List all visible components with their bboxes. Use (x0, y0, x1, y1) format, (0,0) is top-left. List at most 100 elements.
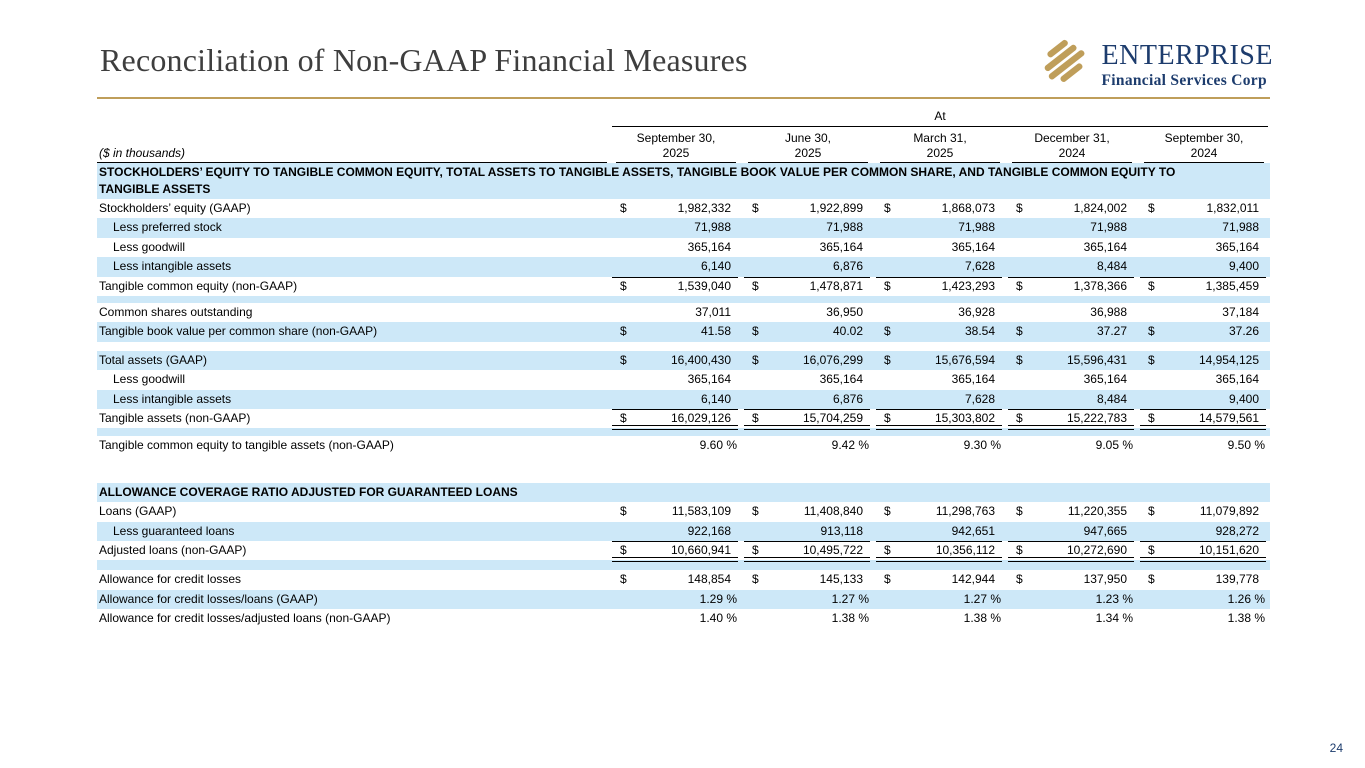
cell-value: 15,704,259 (802, 410, 863, 425)
value-cell: $1,922,899 (742, 199, 874, 218)
value-cell: $14,954,125 (1138, 351, 1270, 370)
table-row: Tangible common equity (non-GAAP) $1,539,… (97, 277, 1270, 296)
cell-value: 365,164 (951, 239, 995, 254)
currency-symbol: $ (884, 542, 891, 557)
cell-value: 11,220,355 (1067, 504, 1127, 519)
cell-value: 1.27 % (831, 591, 869, 606)
cell-value: 1,982,332 (677, 201, 731, 215)
table-row: Tangible common equity to tangible asset… (97, 436, 1270, 455)
currency-symbol: $ (884, 504, 891, 519)
cell-value: 71,988 (694, 220, 731, 235)
value-cell: $139,778 (1138, 570, 1270, 589)
table-row: Common shares outstanding 37,011 36,950 36,… (97, 303, 1270, 322)
value-cell: 922,168 (610, 522, 742, 543)
cell-value: 9.30 % (963, 438, 1001, 453)
cell-value: 365,164 (819, 239, 863, 254)
table-row: Allowance for credit losses $148,854 $145,… (97, 570, 1270, 589)
currency-symbol: $ (1148, 352, 1155, 367)
cell-value: 10,660,941 (670, 542, 731, 557)
cell-value: 8,484 (1096, 391, 1127, 406)
value-cell: 1.40 % (610, 609, 742, 628)
row-label: Stockholders’ equity (GAAP) (99, 201, 251, 215)
value-cell: 942,651 (874, 522, 1006, 543)
cell-value: 928,272 (1215, 523, 1259, 538)
row-label: Less preferred stock (113, 220, 222, 235)
cell-value: 16,076,299 (802, 352, 863, 367)
cell-value: 365,164 (951, 372, 995, 387)
currency-symbol: $ (884, 278, 891, 293)
value-cell: $10,272,690 (1006, 541, 1138, 563)
currency-symbol: $ (620, 504, 627, 519)
row-label: Total assets (GAAP) (99, 352, 208, 367)
value-cell: $1,385,459 (1138, 277, 1270, 296)
cell-value: 7,628 (964, 259, 995, 274)
cell-value: 14,954,125 (1198, 352, 1259, 367)
currency-symbol: $ (884, 572, 891, 587)
value-cell: $11,298,763 (874, 502, 1006, 521)
row-label: Common shares outstanding (99, 304, 253, 319)
value-cell: 6,876 (742, 390, 874, 411)
cell-value: 15,303,802 (934, 410, 995, 425)
value-cell: 6,876 (742, 257, 874, 279)
cell-value: 365,164 (1083, 239, 1127, 254)
column-header-date: March 31, 2025 (874, 127, 1006, 163)
row-label: Allowance for credit losses/adjusted loa… (99, 611, 391, 626)
value-cell: $1,832,011 (1138, 199, 1270, 218)
table-row: Tangible assets (non-GAAP) $16,029,126 $15… (97, 409, 1270, 431)
value-cell: 9.50 % (1138, 436, 1270, 455)
value-cell: $15,676,594 (874, 351, 1006, 370)
cell-value: 1.34 % (1095, 611, 1133, 626)
currency-symbol: $ (752, 410, 759, 425)
value-cell: 1.26 % (1138, 590, 1270, 609)
cell-value: 41.58 (700, 324, 731, 339)
cell-value: 15,596,431 (1066, 352, 1127, 367)
row-label: Less intangible assets (113, 391, 232, 406)
value-cell: $10,660,941 (610, 541, 742, 563)
currency-symbol: $ (1148, 324, 1155, 339)
cell-value: 365,164 (687, 372, 731, 387)
value-cell: $16,400,430 (610, 351, 742, 370)
value-cell: 365,164 (874, 238, 1006, 257)
value-cell: 6,140 (610, 257, 742, 279)
column-header-date: December 31, 2024 (1006, 127, 1138, 163)
currency-symbol: $ (1016, 324, 1023, 339)
cell-value: 9.60 % (699, 438, 737, 453)
value-cell: $16,076,299 (742, 351, 874, 370)
table-body: STOCKHOLDERS’ EQUITY TO TANGIBLE COMMON … (97, 163, 1270, 629)
currency-symbol: $ (1016, 410, 1023, 425)
cell-value: 142,944 (951, 572, 995, 587)
currency-symbol: $ (620, 352, 627, 367)
table-row: Less intangible assets 6,140 6,876 7,628 8,4… (97, 389, 1270, 411)
value-cell: $1,824,002 (1006, 199, 1138, 218)
value-cell: $16,029,126 (610, 409, 742, 431)
value-cell: $14,579,561 (1138, 409, 1270, 431)
cell-value: 40.02 (832, 324, 863, 339)
cell-value: 10,495,722 (802, 542, 863, 557)
value-cell: 9,400 (1138, 390, 1270, 411)
value-cell: 37,011 (610, 303, 742, 322)
value-cell: 1.27 % (742, 590, 874, 609)
currency-symbol: $ (1016, 201, 1023, 215)
cell-value: 9,400 (1228, 259, 1259, 274)
currency-symbol: $ (1148, 201, 1155, 215)
value-cell: 36,928 (874, 303, 1006, 322)
row-label: Less goodwill (113, 239, 186, 254)
currency-symbol: $ (1148, 410, 1155, 425)
cell-value: 145,133 (819, 572, 863, 587)
currency-symbol: $ (620, 572, 627, 587)
company-logo: ENTERPRISE Financial Services Corp (1041, 36, 1273, 95)
cell-value: 71,988 (1090, 220, 1127, 235)
currency-symbol: $ (884, 201, 891, 215)
cell-value: 37,011 (695, 304, 731, 319)
table-period-row: At (97, 106, 1270, 127)
cell-value: 922,168 (687, 523, 731, 538)
value-cell: 365,164 (874, 370, 1006, 389)
cell-value: 1.23 % (1095, 591, 1133, 606)
value-cell: 928,272 (1138, 522, 1270, 543)
currency-symbol: $ (752, 352, 759, 367)
currency-symbol: $ (620, 410, 627, 425)
value-cell: 1.38 % (742, 609, 874, 628)
cell-value: 37,184 (1222, 304, 1259, 319)
cell-value: 10,272,690 (1066, 542, 1127, 557)
cell-value: 9,400 (1228, 391, 1259, 406)
